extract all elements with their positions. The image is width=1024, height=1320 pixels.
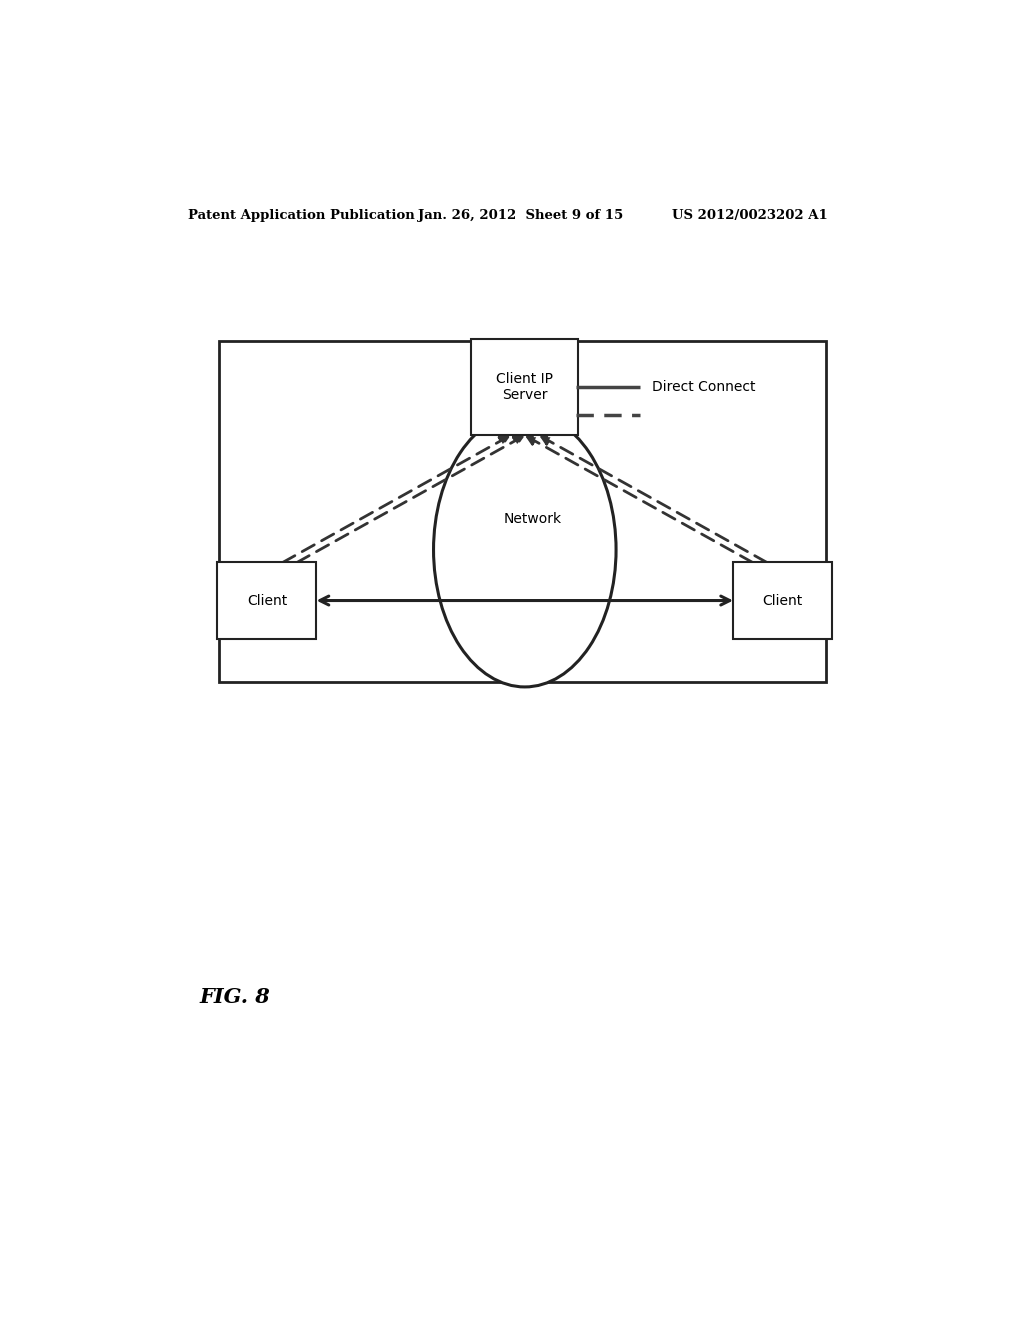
Text: Client: Client [763, 594, 803, 607]
Text: Network: Network [504, 512, 562, 527]
Text: Client: Client [247, 594, 287, 607]
Bar [219, 342, 826, 682]
Ellipse shape [433, 413, 616, 686]
Bar [471, 339, 579, 436]
Bar [217, 562, 316, 639]
Text: Jan. 26, 2012  Sheet 9 of 15: Jan. 26, 2012 Sheet 9 of 15 [418, 209, 623, 222]
Bar [733, 562, 833, 639]
Text: Patent Application Publication: Patent Application Publication [187, 209, 415, 222]
Text: FIG. 8: FIG. 8 [200, 987, 270, 1007]
Text: US 2012/0023202 A1: US 2012/0023202 A1 [672, 209, 827, 222]
Text: Client IP
Server: Client IP Server [497, 372, 553, 403]
Text: Direct Connect: Direct Connect [652, 380, 756, 395]
